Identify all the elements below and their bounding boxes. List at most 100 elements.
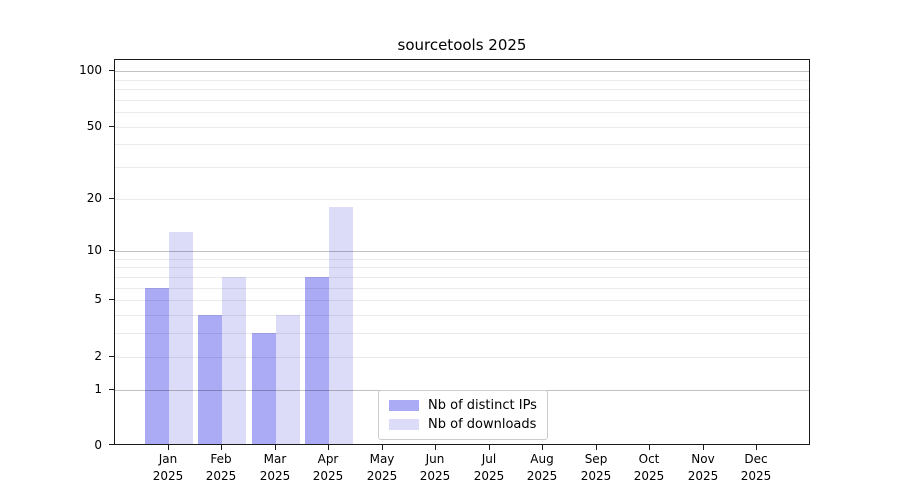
plot-area: Nb of distinct IPs Nb of downloads <box>114 59 810 445</box>
gridline-minor-3 <box>115 333 809 334</box>
bars-layer <box>115 60 809 444</box>
gridline-major-10 <box>115 251 809 252</box>
gridline-minor-2 <box>115 357 809 358</box>
y-tick-label-50: 50 <box>86 119 102 133</box>
x-tick-label-mar: Mar 2025 <box>245 451 305 485</box>
x-tick-year: 2025 <box>259 469 291 483</box>
gridline-minor-8 <box>115 267 809 268</box>
x-tick-label-nov: Nov 2025 <box>673 451 733 485</box>
y-tick-100 <box>109 70 114 71</box>
x-tick-aug <box>542 445 543 450</box>
y-tick-label-0: 0 <box>94 438 102 452</box>
y-tick-label-5: 5 <box>94 292 102 306</box>
x-tick-month: Oct <box>638 452 660 466</box>
x-tick-jul <box>489 445 490 450</box>
bar-apr-downloads <box>329 207 353 444</box>
x-tick-dec <box>756 445 757 450</box>
y-tick-label-10: 10 <box>86 243 102 257</box>
x-tick-jun <box>435 445 436 450</box>
x-tick-year: 2025 <box>580 469 612 483</box>
y-tick-10 <box>109 250 114 251</box>
gridline-minor-9 <box>115 259 809 260</box>
chart-title: sourcetools 2025 <box>397 36 527 54</box>
gridline-minor-6 <box>115 288 809 289</box>
x-tick-month: Feb <box>210 452 232 466</box>
x-tick-may <box>382 445 383 450</box>
gridline-minor-30 <box>115 167 809 168</box>
grid-layer <box>115 60 809 444</box>
x-tick-label-sep: Sep 2025 <box>566 451 626 485</box>
x-tick-month: Aug <box>530 452 554 466</box>
bar-mar-distinct-ips <box>252 333 276 444</box>
x-tick-label-dec: Dec 2025 <box>726 451 786 485</box>
gridline-minor-50 <box>115 127 809 128</box>
x-tick-feb <box>221 445 222 450</box>
legend-label-distinct-ips: Nb of distinct IPs <box>428 398 537 413</box>
y-tick-label-1: 1 <box>94 382 102 396</box>
x-tick-label-jul: Jul 2025 <box>459 451 519 485</box>
x-tick-sep <box>596 445 597 450</box>
x-tick-year: 2025 <box>740 469 772 483</box>
gridline-minor-20 <box>115 199 809 200</box>
x-tick-year: 2025 <box>312 469 344 483</box>
x-tick-year: 2025 <box>687 469 719 483</box>
gridline-minor-40 <box>115 144 809 145</box>
bar-mar-downloads <box>276 315 300 444</box>
y-tick-label-20: 20 <box>86 191 102 205</box>
x-tick-month: Jun <box>425 452 445 466</box>
legend-item-distinct-ips: Nb of distinct IPs <box>389 398 537 413</box>
x-tick-jan <box>168 445 169 450</box>
x-tick-mar <box>275 445 276 450</box>
gridline-minor-5 <box>115 300 809 301</box>
x-tick-label-jun: Jun 2025 <box>405 451 465 485</box>
x-tick-year: 2025 <box>419 469 451 483</box>
gridline-major-100 <box>115 71 809 72</box>
x-tick-year: 2025 <box>152 469 184 483</box>
legend-swatch-downloads <box>389 419 419 430</box>
y-tick-label-100: 100 <box>79 63 102 77</box>
legend: Nb of distinct IPs Nb of downloads <box>378 390 548 440</box>
y-tick-20 <box>109 198 114 199</box>
x-tick-year: 2025 <box>366 469 398 483</box>
legend-swatch-distinct-ips <box>389 400 419 411</box>
legend-item-downloads: Nb of downloads <box>389 417 537 432</box>
x-tick-year: 2025 <box>205 469 237 483</box>
x-tick-year: 2025 <box>526 469 558 483</box>
gridline-minor-80 <box>115 89 809 90</box>
x-tick-month: Sep <box>584 452 608 466</box>
x-tick-month: Nov <box>691 452 715 466</box>
x-tick-month: Apr <box>317 452 339 466</box>
x-tick-month: May <box>369 452 395 466</box>
x-tick-label-jan: Jan 2025 <box>138 451 198 485</box>
y-tick-5 <box>109 299 114 300</box>
x-tick-label-feb: Feb 2025 <box>191 451 251 485</box>
x-tick-year: 2025 <box>473 469 505 483</box>
gridline-minor-4 <box>115 315 809 316</box>
x-tick-month: Mar <box>263 452 287 466</box>
bar-jan-distinct-ips <box>145 288 169 444</box>
x-tick-month: Dec <box>744 452 768 466</box>
bar-feb-distinct-ips <box>198 315 222 444</box>
gridline-minor-70 <box>115 100 809 101</box>
y-tick-0 <box>109 444 114 445</box>
x-tick-nov <box>703 445 704 450</box>
gridline-minor-90 <box>115 80 809 81</box>
y-tick-1 <box>109 389 114 390</box>
y-tick-50 <box>109 126 114 127</box>
x-tick-label-aug: Aug 2025 <box>512 451 572 485</box>
y-tick-label-2: 2 <box>94 349 102 363</box>
x-tick-month: Jul <box>481 452 497 466</box>
x-tick-label-apr: Apr 2025 <box>298 451 358 485</box>
y-tick-2 <box>109 356 114 357</box>
x-tick-year: 2025 <box>633 469 665 483</box>
bar-jan-downloads <box>169 232 193 444</box>
x-tick-oct <box>649 445 650 450</box>
bar-apr-distinct-ips <box>305 277 329 444</box>
gridline-minor-60 <box>115 112 809 113</box>
x-tick-month: Jan <box>158 452 178 466</box>
x-tick-label-oct: Oct 2025 <box>619 451 679 485</box>
gridline-minor-7 <box>115 277 809 278</box>
bar-feb-downloads <box>222 277 246 444</box>
x-tick-label-may: May 2025 <box>352 451 412 485</box>
